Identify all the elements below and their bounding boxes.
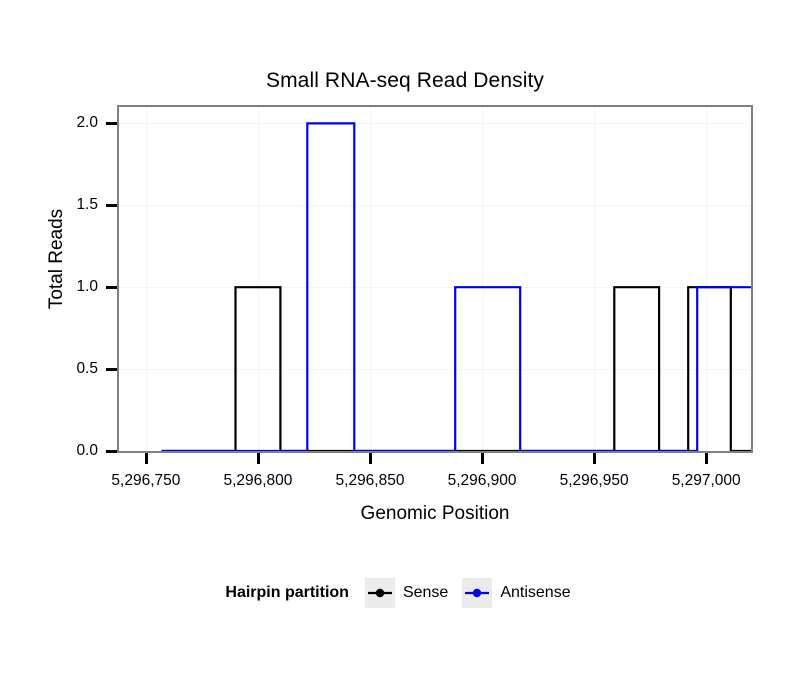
y-tick-mark xyxy=(106,449,117,453)
legend-entry-antisense[interactable]: Antisense xyxy=(462,578,571,608)
legend-key-icon xyxy=(364,578,395,608)
x-tick-label: 5,297,000 xyxy=(671,472,741,489)
gridline-vertical xyxy=(370,107,371,451)
y-tick-mark xyxy=(106,367,117,371)
y-tick-label: 1.0 xyxy=(76,278,98,296)
x-tick-mark xyxy=(481,453,485,464)
chart-title: Small RNA-seq Read Density xyxy=(265,69,545,92)
legend-title: Hairpin partition xyxy=(225,584,349,601)
y-axis-title: Total Reads xyxy=(46,208,67,310)
gridline-vertical xyxy=(706,107,707,451)
legend-label: Antisense xyxy=(500,584,571,601)
y-tick-label: 0.5 xyxy=(76,360,98,378)
y-tick-mark xyxy=(106,203,117,207)
y-tick-label: 1.5 xyxy=(76,196,98,214)
chart-legend: Hairpin partition Sense Antisense xyxy=(0,578,810,608)
gridline-vertical xyxy=(258,107,259,451)
x-tick-label: 5,296,950 xyxy=(559,472,629,489)
gridline-vertical xyxy=(146,107,147,451)
data-layer xyxy=(161,122,751,451)
gridline-horizontal xyxy=(119,205,751,206)
x-axis-title: Genomic Position xyxy=(360,503,510,524)
legend-entry-sense[interactable]: Sense xyxy=(364,578,449,608)
y-tick-label: 0.0 xyxy=(76,442,98,459)
x-tick-mark xyxy=(593,453,597,464)
gridline-vertical xyxy=(594,107,595,451)
plot-panel xyxy=(117,105,753,453)
x-tick-label: 5,296,750 xyxy=(111,472,181,489)
legend-key-icon xyxy=(462,578,493,608)
gridline-horizontal xyxy=(119,287,751,288)
data-series-antisense xyxy=(161,122,751,451)
gridline-horizontal xyxy=(119,369,751,370)
x-tick-mark xyxy=(144,453,148,464)
x-tick-label: 5,296,800 xyxy=(223,472,293,489)
legend-label: Sense xyxy=(402,584,449,601)
x-tick-label: 5,296,850 xyxy=(335,472,405,489)
gridline-vertical xyxy=(482,107,483,451)
y-tick-mark xyxy=(106,285,117,289)
x-tick-mark xyxy=(705,453,709,464)
x-tick-mark xyxy=(256,453,260,464)
x-tick-mark xyxy=(369,453,372,464)
y-tick-label: 2.0 xyxy=(76,114,98,132)
y-tick-mark xyxy=(106,121,117,125)
gridline-horizontal xyxy=(119,123,751,124)
plot-area xyxy=(119,107,751,451)
x-tick-label: 5,296,900 xyxy=(447,472,517,489)
